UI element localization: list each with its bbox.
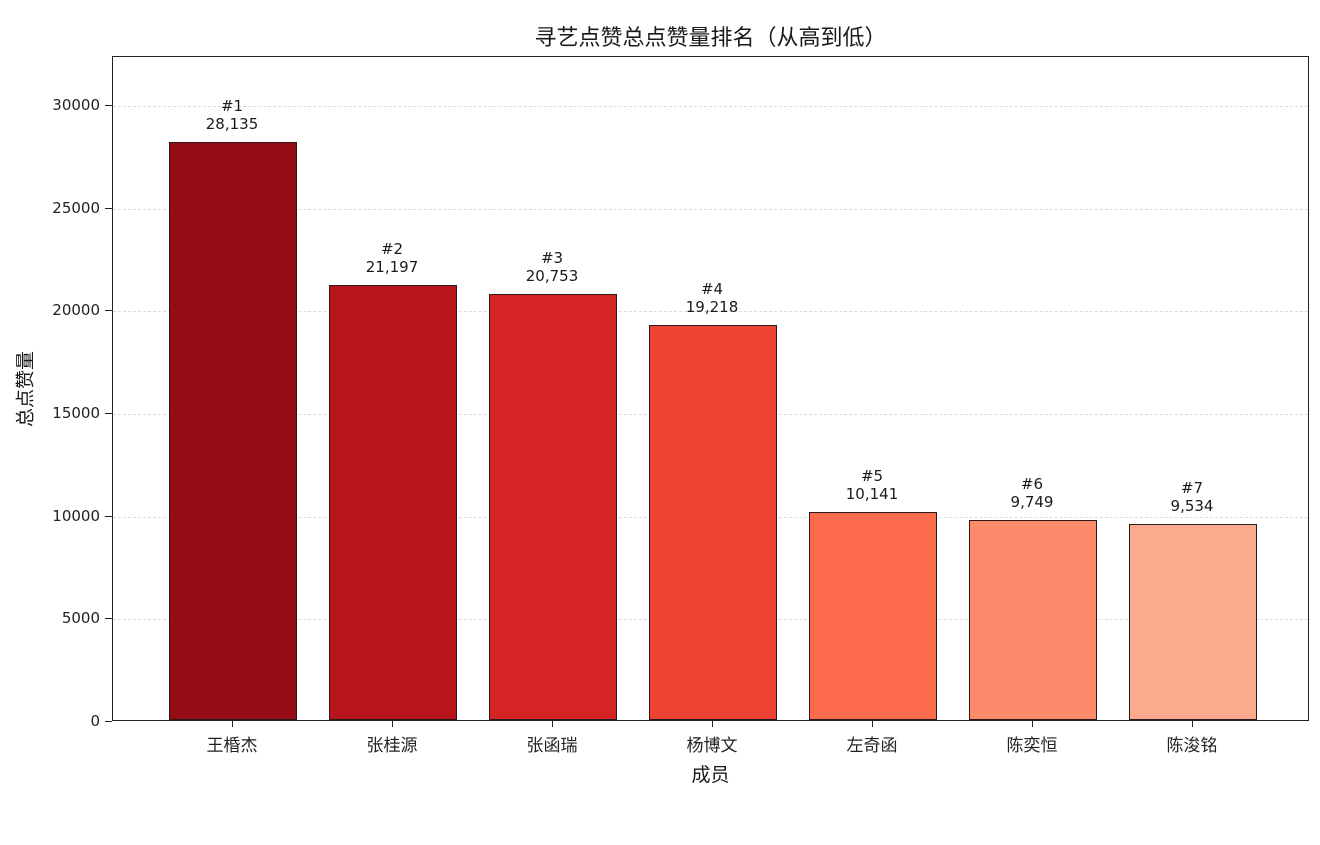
value-label: 21,197 [365,257,419,276]
x-tick-label: 张函瑞 [526,736,578,756]
y-tick-label: 10000 [52,506,100,525]
value-label: 28,135 [205,115,259,134]
bar [489,293,617,720]
x-tick-mark [552,721,553,727]
y-tick-label: 0 [90,712,100,730]
bar-value-label: #7 9,534 [1171,479,1214,515]
gridline [113,208,1308,210]
y-tick-mark [105,618,112,620]
y-tick-mark [105,721,112,722]
rank-label: #2 [380,239,404,258]
x-tick-label: 陈奕恒 [1006,736,1058,756]
gridline [113,106,1308,107]
bar-value-label: #1 28,135 [206,97,259,133]
y-tick-label: 15000 [52,404,100,422]
value-label: 10,141 [845,484,899,503]
x-tick-label: 陈浚铭 [1166,736,1218,756]
x-tick-mark [392,721,393,727]
plot-area [112,56,1309,721]
bar-value-label: #5 10,141 [846,467,899,503]
gridline [113,311,1308,313]
y-tick-label: 30000 [52,96,100,114]
x-tick-mark [872,721,873,727]
bar [329,284,457,720]
y-axis-label: 总点赞量 [14,350,37,428]
bar-value-label: #6 9,749 [1011,475,1054,511]
chart-title: 寻艺点赞总点赞量排名（从高到低） [534,26,887,51]
bar [1129,524,1257,720]
x-tick-mark [712,721,713,727]
y-tick-mark [105,515,112,517]
x-tick-mark [1192,721,1193,727]
bar [969,519,1097,720]
y-tick-mark [105,105,112,106]
rank-label: #5 [860,466,884,485]
y-tick-mark [105,207,112,209]
bar-value-label: #4 19,218 [686,280,739,316]
x-tick-label: 左奇函 [846,736,898,756]
bar-value-label: #2 21,197 [366,240,419,276]
y-tick-label: 25000 [52,198,100,217]
value-label: 19,218 [685,298,739,317]
value-label: 9,534 [1170,497,1214,516]
value-label: 20,753 [525,266,579,285]
x-tick-label: 王棔杰 [206,736,258,756]
value-label: 9,749 [1010,492,1054,511]
rank-label: #3 [540,248,564,267]
y-tick-mark [105,310,112,312]
rank-label: #1 [220,97,244,116]
y-tick-label: 5000 [61,609,100,628]
bar [649,325,777,720]
rank-label: #6 [1020,474,1044,493]
x-tick-mark [1032,721,1033,727]
x-tick-label: 张桂源 [366,736,418,756]
x-tick-label: 杨博文 [686,736,738,756]
bar [809,511,937,720]
bar [169,142,297,720]
y-tick-mark [105,413,112,414]
bar-value-label: #3 20,753 [526,249,579,285]
y-tick-label: 20000 [52,301,100,320]
x-axis-label: 成员 [691,764,730,786]
rank-label: #7 [1180,479,1204,498]
x-tick-mark [232,721,233,727]
rank-label: #4 [700,280,724,299]
